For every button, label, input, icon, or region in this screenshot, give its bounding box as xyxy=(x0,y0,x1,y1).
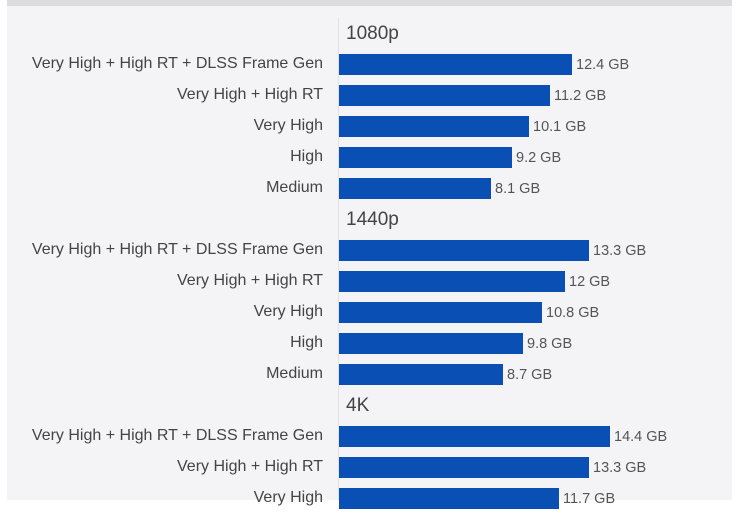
group-header-row: 1440p xyxy=(7,204,732,235)
category-label: Very High xyxy=(253,489,323,506)
bar xyxy=(339,178,491,199)
category-label: High xyxy=(290,334,323,351)
bar xyxy=(339,364,503,385)
bar-row: Very High + High RT + DLSS Frame Gen 12.4… xyxy=(7,49,732,80)
bar xyxy=(339,426,610,447)
bar xyxy=(339,147,512,168)
value-label: 11.7 GB xyxy=(563,491,616,507)
bar xyxy=(339,302,542,323)
category-label: Very High xyxy=(253,303,323,320)
bar-row: Very High + High RT + DLSS Frame Gen 14.4… xyxy=(7,421,732,452)
bar xyxy=(339,271,565,292)
category-label: Very High + High RT + DLSS Frame Gen xyxy=(31,241,323,258)
value-label: 11.2 GB xyxy=(554,88,607,104)
value-label: 14.4 GB xyxy=(614,429,668,445)
top-band xyxy=(7,0,732,6)
bar-row: Very High + High RT 11.2 GB xyxy=(7,80,732,111)
category-label: Medium xyxy=(266,365,323,382)
value-label: 12.4 GB xyxy=(576,57,630,73)
bar xyxy=(339,457,589,478)
category-label: Very High + High RT xyxy=(177,86,323,103)
value-label: 10.1 GB xyxy=(533,119,587,135)
bar xyxy=(339,240,589,261)
value-label: 10.8 GB xyxy=(546,305,600,321)
group-title: 4K xyxy=(346,395,370,416)
value-label: 13.3 GB xyxy=(593,460,647,476)
bar-row: High 9.2 GB xyxy=(7,142,732,173)
category-label: Very High xyxy=(253,117,323,134)
bar-row: Very High 10.1 GB xyxy=(7,111,732,142)
group-header-row: 1080p xyxy=(7,18,732,49)
group-title: 1440p xyxy=(346,209,399,230)
group-header-row: 4K xyxy=(7,390,732,421)
bar-row: Medium 8.7 GB xyxy=(7,359,732,390)
bar-row: Very High 10.8 GB xyxy=(7,297,732,328)
bar xyxy=(339,488,559,509)
category-label: Very High + High RT + DLSS Frame Gen xyxy=(31,427,323,444)
bar-row: Medium 8.1 GB xyxy=(7,173,732,204)
bar-row: Very High + High RT + DLSS Frame Gen 13.3… xyxy=(7,235,732,266)
value-label: 9.2 GB xyxy=(516,150,562,166)
category-label: Very High + High RT xyxy=(177,458,323,475)
y-axis-line xyxy=(338,18,339,500)
bar xyxy=(339,333,523,354)
bar-row: Very High + High RT 12 GB xyxy=(7,266,732,297)
value-label: 12 GB xyxy=(569,274,611,290)
bar xyxy=(339,54,572,75)
bar xyxy=(339,85,550,106)
bar-row: Very High + High RT 13.3 GB xyxy=(7,452,732,483)
category-label: Very High + High RT xyxy=(177,272,323,289)
bar-row: Very High 11.7 GB xyxy=(7,483,732,514)
bar xyxy=(339,116,529,137)
value-label: 8.7 GB xyxy=(507,367,553,383)
value-label: 8.1 GB xyxy=(495,181,541,197)
value-label: 9.8 GB xyxy=(527,336,573,352)
category-label: High xyxy=(290,148,323,165)
group-title: 1080p xyxy=(346,23,399,44)
bar-row: High 9.8 GB xyxy=(7,328,732,359)
category-label: Medium xyxy=(266,179,323,196)
chart-rows: 1080p Very High + High RT + DLSS Frame Ge… xyxy=(7,18,732,514)
chart-panel: 1080p Very High + High RT + DLSS Frame Ge… xyxy=(7,0,732,509)
value-label: 13.3 GB xyxy=(593,243,647,259)
category-label: Very High + High RT + DLSS Frame Gen xyxy=(31,55,323,72)
